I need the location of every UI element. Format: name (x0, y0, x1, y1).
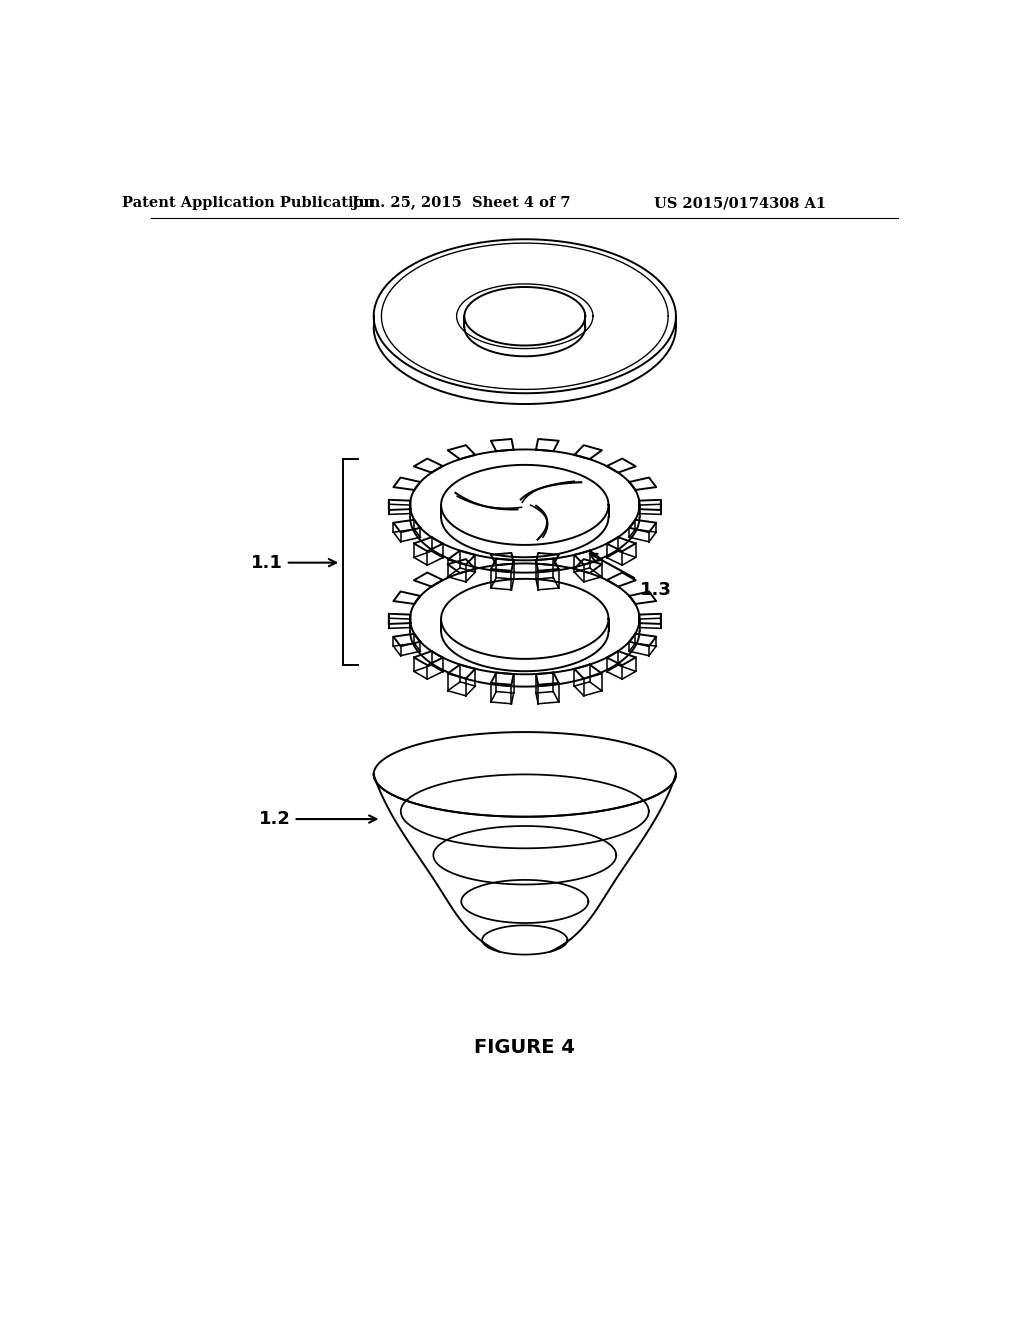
Text: FIGURE 4: FIGURE 4 (474, 1039, 575, 1057)
Text: US 2015/0174308 A1: US 2015/0174308 A1 (654, 197, 826, 210)
Text: 1.1: 1.1 (251, 553, 336, 572)
Text: 1.2: 1.2 (259, 810, 376, 828)
Text: Patent Application Publication: Patent Application Publication (122, 197, 374, 210)
Text: 1.3: 1.3 (590, 553, 672, 598)
Text: Jun. 25, 2015  Sheet 4 of 7: Jun. 25, 2015 Sheet 4 of 7 (352, 197, 570, 210)
